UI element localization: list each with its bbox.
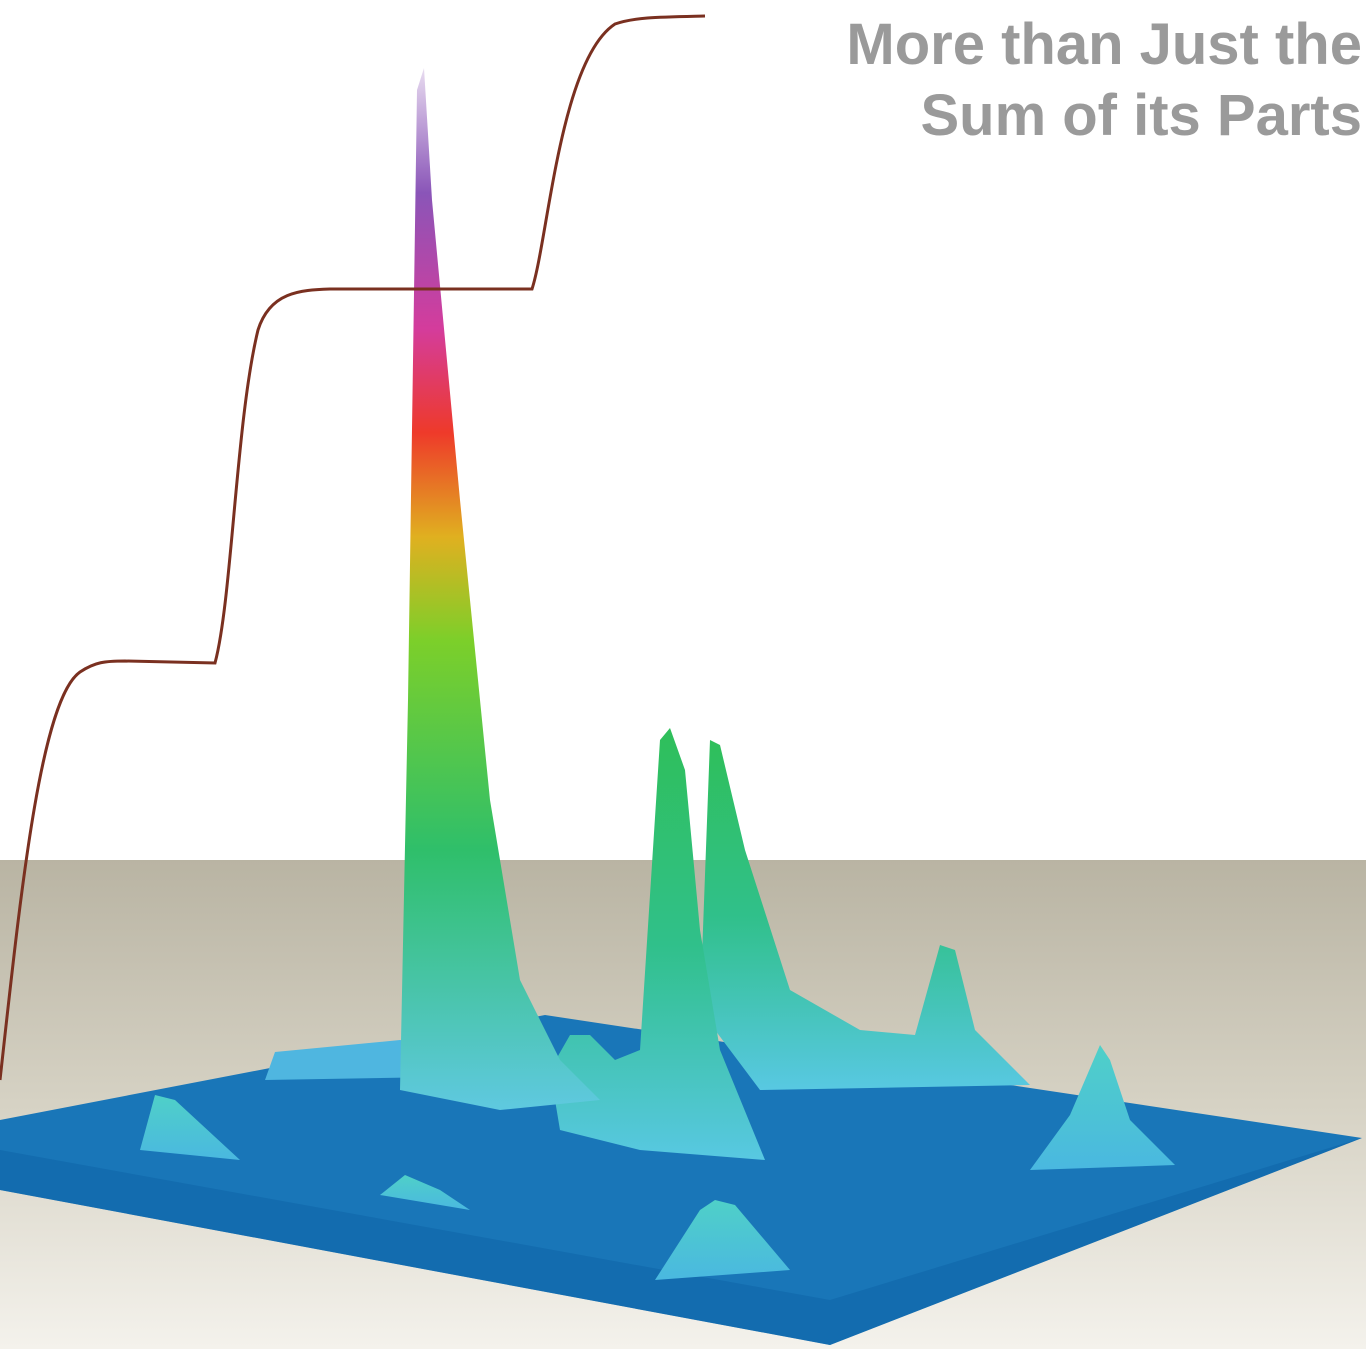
page: {"headline": {"line1": "More than Just t…: [0, 0, 1366, 1349]
headline: More than Just the: [846, 12, 1362, 77]
illustration: More than Just the Sum of its Parts: [0, 0, 1366, 1349]
headline: Sum of its Parts: [920, 83, 1362, 148]
